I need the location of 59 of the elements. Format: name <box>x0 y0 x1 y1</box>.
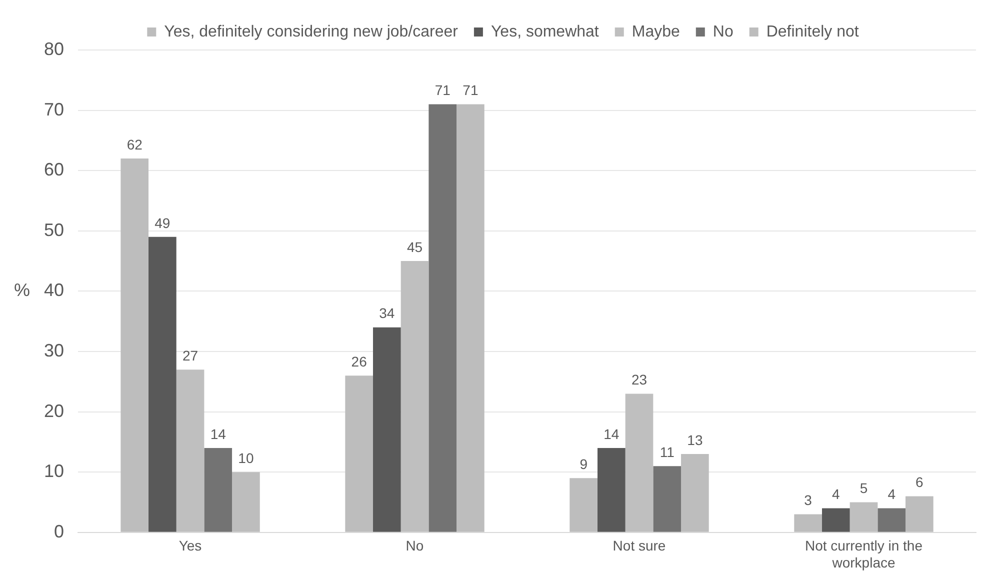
bar <box>176 370 204 532</box>
legend-label: Yes, somewhat <box>490 23 600 40</box>
y-tick-label: 40 <box>44 280 64 300</box>
bar <box>428 104 457 532</box>
y-tick-label: 50 <box>44 220 64 240</box>
data-label: 11 <box>660 444 675 460</box>
bar <box>373 327 401 532</box>
y-tick-label: 10 <box>44 461 64 482</box>
data-label: 10 <box>238 450 254 466</box>
data-label: 27 <box>182 347 198 364</box>
bar <box>148 236 176 532</box>
legend-label: Maybe <box>632 23 680 40</box>
data-label: 14 <box>604 426 620 442</box>
y-axis-title: % <box>14 280 30 300</box>
y-tick-label: 30 <box>44 340 64 360</box>
bar <box>400 261 429 532</box>
data-label: 3 <box>804 492 812 508</box>
bar <box>598 448 626 532</box>
legend-label: No <box>712 23 734 40</box>
bar <box>232 472 260 532</box>
y-tick-label: 0 <box>54 521 64 542</box>
bar <box>456 104 484 532</box>
bar <box>794 514 822 532</box>
x-tick-label: Not sure <box>612 538 666 554</box>
data-label: 23 <box>631 372 648 388</box>
legend-label: Definitely not <box>766 23 860 40</box>
bar <box>625 394 654 532</box>
y-tick-label: 20 <box>44 400 64 421</box>
data-label: 4 <box>832 486 840 502</box>
y-tick-label: 60 <box>44 160 64 180</box>
y-tick-label: 80 <box>44 38 64 59</box>
data-label: 14 <box>210 426 226 442</box>
bar <box>878 508 906 532</box>
bar <box>681 454 709 532</box>
data-label: 9 <box>580 456 588 472</box>
bar <box>653 466 682 532</box>
x-tick-label: Yes <box>178 538 202 554</box>
bar <box>204 448 232 532</box>
data-label: 71 <box>462 82 478 98</box>
bar <box>345 376 374 532</box>
bar <box>822 508 850 532</box>
bar <box>850 502 878 532</box>
bar <box>120 158 149 532</box>
x-tick-label: Not currently in the workplace <box>805 538 923 570</box>
bar <box>570 478 598 532</box>
x-tick-label: No <box>406 538 424 554</box>
y-tick-label: 70 <box>44 99 64 120</box>
data-label: 62 <box>126 136 143 152</box>
data-label: 26 <box>351 353 368 370</box>
bar <box>906 496 934 532</box>
data-label: 49 <box>154 214 170 231</box>
data-label: 5 <box>860 480 868 496</box>
legend-label: Yes, definitely considering new job/career <box>164 23 459 40</box>
data-label: 6 <box>916 474 924 490</box>
data-label: 34 <box>379 305 395 322</box>
data-label: 13 <box>687 432 703 448</box>
data-label: 71 <box>434 82 451 98</box>
data-label: 4 <box>888 486 896 502</box>
data-label: 45 <box>406 238 423 255</box>
